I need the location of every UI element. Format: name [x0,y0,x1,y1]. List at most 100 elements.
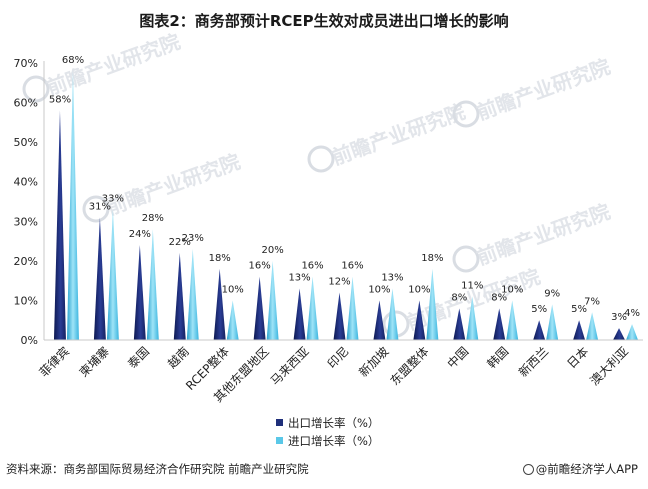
bar-import [146,229,159,340]
watermark-text: 前瞻产业研究院 [474,54,614,124]
data-label-export: 5% [571,304,587,315]
watermark-text: 前瞻产业研究院 [474,199,614,269]
data-label-export: 12% [328,277,350,288]
data-label-import: 33% [102,193,124,204]
x-tick-label: 菲律宾 [36,344,72,380]
bar-import [266,260,279,340]
watermark-text: 前瞻产业研究院 [329,99,469,169]
data-label-import: 16% [301,261,323,272]
y-tick-label: 40% [14,176,38,189]
bar-export [213,268,226,340]
brand-logo-icon [522,464,534,475]
data-label-import: 68% [62,55,84,66]
bar-export [93,217,106,340]
legend-label-import: 进口增长率（%） [288,434,380,448]
data-label-export: 13% [288,273,310,284]
bar-export [413,300,426,340]
data-label-export: 24% [129,229,151,240]
x-axis: 菲律宾 柬埔寨 泰国 越南RCEP整体其他东盟地区马来西亚 印尼 新加坡东盟整体 中国 韩国新… [36,339,643,405]
bar-export [173,252,186,340]
x-tick-label: 泰国 [125,344,152,371]
brand-credit: @前瞻经济学人APP [522,461,638,477]
source-note: 资料来源：商务部国际贸易经济合作研究院 前瞻产业研究院 [6,462,309,476]
data-label-import: 9% [544,288,560,299]
x-tick-label: 澳大利亚 [587,344,631,388]
data-label-export: 10% [408,284,430,295]
bar-export [613,328,626,340]
legend-item-export: 出口增长率（%） [276,415,379,431]
y-tick-label: 60% [14,97,38,110]
data-label-import: 10% [501,284,523,295]
bar-import [506,300,519,340]
y-tick-label: 0% [21,334,38,347]
watermark-logo-icon [307,145,335,173]
data-label-export: 58% [49,94,71,105]
x-tick-label: 韩国 [484,344,512,372]
bar-import [66,70,79,341]
data-label-import: 28% [142,213,164,224]
bar-import [106,209,119,340]
bar-import [426,268,439,340]
bar-export [253,276,266,340]
data-label-import: 23% [182,233,204,244]
legend-swatch-export [276,419,283,426]
bar-export [453,308,466,340]
data-label-export: 22% [169,237,191,248]
bar-export [333,292,346,340]
y-tick-label: 20% [14,255,38,268]
data-label-export: 31% [89,201,111,212]
data-label-export: 3% [611,312,627,323]
bar-import [546,304,559,340]
bar-import [386,288,399,340]
bar-import [346,276,359,340]
y-tick-label: 10% [14,294,38,307]
x-tick-label: 柬埔寨 [76,344,112,380]
y-tick-label: 50% [14,136,38,149]
bar-export [573,320,586,340]
watermark-logo-icon [452,245,480,273]
watermark-text: 前瞻产业研究院 [104,149,244,219]
data-label-import: 16% [341,261,363,272]
data-label-export: 16% [249,261,271,272]
data-label-import: 18% [421,253,443,264]
legend-item-import: 进口增长率（%） [276,433,379,449]
data-label-import: 10% [222,284,244,295]
data-label-export: 18% [209,253,231,264]
watermark-logo-icon [452,100,480,128]
y-tick-label: 70% [14,57,38,70]
x-tick-label: 日本 [564,344,591,371]
bar-import [626,324,639,340]
y-tick-label: 30% [14,215,38,228]
legend-label-export: 出口增长率（%） [288,416,380,430]
bar-export [53,110,66,340]
x-tick-label: 新西兰 [515,344,551,380]
bar-export [493,308,506,340]
data-label-export: 10% [368,284,390,295]
bar-import [226,300,239,340]
data-label-import: 11% [461,280,483,291]
x-tick-label: 越南 [164,344,192,372]
x-tick-label: 新加坡 [355,344,391,380]
x-tick-label: 马来西亚 [268,344,312,388]
bars-layer: 58%68%31%33%24%28%22%23%18%10%16%20%13%1… [49,55,640,341]
bar-export [373,300,386,340]
watermark-logo-icon [82,195,110,223]
data-label-import: 20% [262,245,284,256]
data-label-export: 5% [531,304,547,315]
data-label-export: 8% [451,292,467,303]
data-label-import: 4% [624,308,640,319]
x-tick-label: 东盟整体 [387,344,432,389]
bar-import [586,312,599,340]
data-label-export: 8% [491,292,507,303]
bar-export [533,320,546,340]
x-tick-label: 中国 [444,344,472,372]
legend-swatch-import [276,437,283,444]
bar-import [466,296,479,340]
bar-import [306,276,319,340]
bar-export [293,288,306,340]
bar-export [133,245,146,340]
y-axis: 0% 10% 20% 30% 40% 50% 60% 70% [14,57,45,347]
data-label-import: 7% [584,296,600,307]
x-tick-label: 印尼 [325,344,352,371]
